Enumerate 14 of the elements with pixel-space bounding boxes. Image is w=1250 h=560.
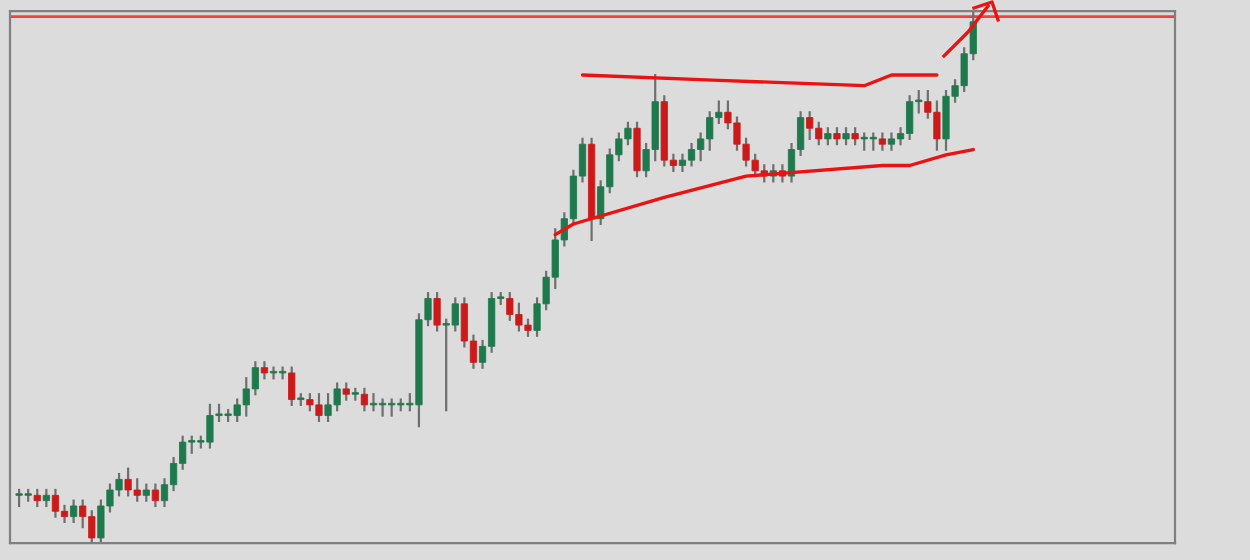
candlestick: [151, 483, 159, 508]
candlestick: [70, 499, 78, 524]
candlestick: [378, 398, 387, 417]
candlestick: [633, 121, 641, 178]
candlestick: [288, 366, 296, 406]
candlestick: [260, 361, 269, 380]
candlestick: [369, 393, 378, 412]
candlestick: [51, 488, 60, 518]
candlestick: [433, 292, 441, 332]
candlestick: [360, 387, 369, 412]
candlestick: [678, 153, 687, 172]
candlestick: [887, 132, 896, 151]
candlestick: [687, 143, 696, 167]
candlestick: [269, 366, 278, 380]
